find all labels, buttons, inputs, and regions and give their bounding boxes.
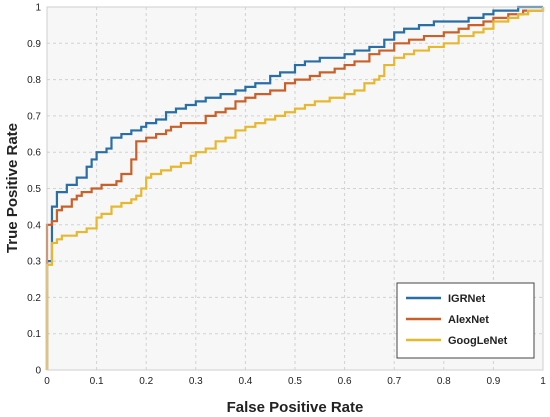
y-axis-title: True Positive Rate	[4, 123, 21, 253]
x-tick-label: 0.1	[90, 376, 104, 387]
legend-item-googlenet: GoogLeNet	[406, 335, 508, 347]
x-tick-label: 1	[540, 376, 546, 387]
y-tick-label: 1	[35, 3, 41, 14]
plot-frame	[46, 6, 544, 371]
y-tick-label: 0.8	[27, 75, 41, 86]
legend: IGRNet AlexNet GoogLeNet	[396, 282, 535, 359]
y-tick-label: 0.1	[27, 329, 41, 340]
x-tick-label: 0.8	[437, 376, 451, 387]
roc-curves	[45, 5, 545, 370]
x-tick-label: 0.5	[288, 376, 302, 387]
y-axis-ticks: 0 0.1 0.2 0.3 0.4 0.5 0.6 0.7 0.8 0.9 1	[27, 3, 41, 377]
legend-label-googlenet: GoogLeNet	[448, 335, 508, 347]
legend-item-igrnet: IGRNet	[406, 293, 486, 305]
x-axis-ticks: 0 0.1 0.2 0.3 0.4 0.5 0.6 0.7 0.8 0.9 1	[44, 376, 546, 387]
legend-label-alexnet: AlexNet	[448, 314, 489, 326]
x-axis-title: False Positive Rate	[227, 399, 364, 416]
y-tick-label: 0	[35, 366, 41, 377]
x-tick-label: 0.6	[338, 376, 352, 387]
x-tick-label: 0.4	[238, 376, 252, 387]
y-tick-label: 0.4	[27, 220, 41, 231]
y-tick-label: 0.3	[27, 257, 41, 268]
y-tick-label: 0.9	[27, 39, 41, 50]
x-tick-label: 0.9	[486, 376, 500, 387]
x-tick-label: 0.7	[387, 376, 401, 387]
legend-label-igrnet: IGRNet	[448, 293, 486, 305]
legend-box	[396, 282, 535, 359]
legend-item-alexnet: AlexNet	[406, 314, 489, 326]
y-tick-label: 0.2	[27, 293, 41, 304]
roc-curve-igrnet	[45, 5, 543, 370]
x-tick-label: 0	[44, 376, 50, 387]
x-tick-label: 0.2	[139, 376, 153, 387]
x-tick-label: 0.3	[189, 376, 203, 387]
roc-curve-alexnet	[45, 7, 545, 370]
y-tick-label: 0.6	[27, 148, 41, 159]
y-tick-label: 0.7	[27, 111, 41, 122]
y-tick-label: 0.5	[27, 184, 41, 195]
roc-curve-googlenet	[45, 7, 545, 370]
